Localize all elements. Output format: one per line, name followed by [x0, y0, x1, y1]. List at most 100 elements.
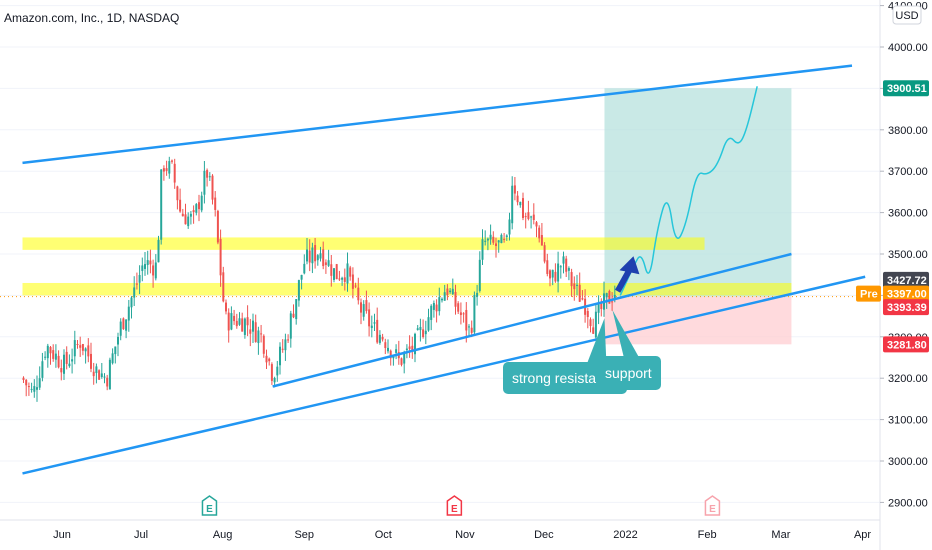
candle-down: [608, 290, 611, 304]
candle-down: [292, 313, 295, 318]
candle-up: [230, 313, 233, 330]
candle-down: [532, 214, 535, 221]
candle-down: [589, 319, 592, 327]
candle-up: [297, 280, 300, 301]
candle-down: [446, 288, 449, 296]
candle-down: [268, 358, 271, 362]
candle-up: [594, 311, 597, 338]
candle-down: [211, 175, 214, 200]
projection-path: [619, 86, 758, 296]
candle-up: [138, 275, 141, 283]
price-tag-red: [883, 299, 929, 316]
price-tag-dark: [883, 271, 929, 288]
price-tag-label: 3393.39: [887, 302, 927, 314]
candle-up: [505, 235, 508, 237]
candle-down: [225, 302, 227, 312]
candle-down: [570, 272, 573, 287]
stop-zone: [604, 296, 792, 345]
candle-down: [81, 344, 84, 351]
candle-up: [295, 299, 298, 320]
candle-down: [322, 249, 325, 267]
price-axis[interactable]: 2900.003000.003100.003200.003300.003400.…: [856, 0, 932, 550]
candle-down: [459, 312, 462, 315]
candle-up: [33, 386, 36, 392]
candle-up: [289, 313, 292, 339]
candle-down: [465, 309, 468, 331]
candle-up: [414, 333, 416, 355]
time-axis[interactable]: Jun Jul Aug Sep Oct Nov Dec 2022 Feb Mar Apr: [0, 519, 880, 541]
candle-down: [27, 386, 30, 388]
candle-down: [227, 312, 230, 331]
candle-up: [333, 268, 335, 280]
candle-up: [511, 185, 514, 224]
earnings-marker-label: E: [451, 504, 458, 515]
candle-up: [284, 339, 287, 351]
candle-down: [65, 351, 68, 364]
candle-up: [54, 353, 57, 360]
support-callout-pointer: [612, 310, 641, 360]
candle-down: [522, 198, 524, 218]
time-tick-label: Jul: [134, 529, 148, 541]
candle-down: [503, 238, 506, 240]
candle-up: [432, 303, 435, 310]
candle-up: [370, 325, 373, 329]
candle-down: [79, 345, 82, 348]
price-tick-label: 3500.00: [888, 249, 928, 261]
candle-down: [492, 236, 495, 243]
candle-up: [108, 359, 111, 390]
candle-up: [449, 290, 452, 293]
candle-up: [378, 334, 381, 343]
candle-up: [306, 249, 308, 262]
candle-down: [176, 186, 179, 201]
candle-down: [206, 170, 209, 178]
candle-up: [111, 353, 114, 364]
candle-down: [314, 245, 317, 262]
candle-down: [600, 301, 603, 310]
candle-down: [57, 355, 60, 368]
candle-down: [411, 345, 414, 351]
candle-down: [457, 303, 460, 312]
candle-down: [524, 216, 527, 218]
candle-down: [554, 271, 557, 282]
candle-down: [106, 377, 109, 387]
candle-down: [351, 274, 354, 289]
candle-up: [117, 336, 119, 345]
price-tick-label: 2900.00: [888, 497, 928, 509]
candle-down: [527, 212, 530, 219]
candle-up: [373, 322, 376, 324]
candle-up: [362, 304, 365, 317]
candle-down: [270, 364, 273, 381]
candle-up: [168, 161, 171, 174]
candle-up: [478, 259, 481, 291]
candle-up: [319, 253, 322, 259]
candle-up: [419, 326, 422, 331]
candle-down: [235, 320, 238, 327]
candle-up: [36, 387, 38, 390]
candle-down: [165, 168, 168, 171]
premarket-badge-label: Pre: [860, 289, 878, 301]
candle-down: [149, 260, 152, 265]
candle-down: [60, 368, 63, 373]
candle-down: [198, 202, 200, 210]
candle-up: [430, 305, 433, 320]
candle-down: [338, 278, 341, 280]
candle-up: [68, 363, 71, 367]
candle-down: [389, 350, 392, 359]
earnings-marker: [704, 495, 721, 516]
candle-down: [330, 264, 333, 276]
projection-layer: [615, 86, 758, 296]
candle-up: [189, 213, 192, 217]
candle-down: [549, 270, 551, 279]
candle-down: [52, 350, 55, 359]
candle-down: [184, 214, 187, 225]
candle-up: [392, 356, 395, 359]
candle-down: [368, 309, 371, 327]
candle-up: [84, 348, 87, 352]
candle-down: [214, 197, 217, 210]
candle-down: [171, 160, 173, 162]
candle-up: [243, 318, 246, 335]
candle-up: [252, 320, 254, 332]
candle-up: [341, 277, 344, 280]
time-tick-label: 2022: [613, 529, 637, 541]
